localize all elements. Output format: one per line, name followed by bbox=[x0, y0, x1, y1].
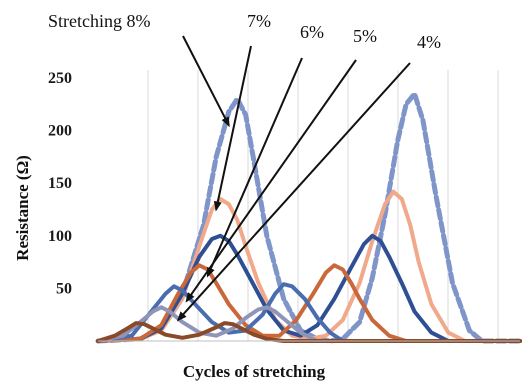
annotation-arrow-3 bbox=[185, 59, 357, 303]
annotation-arrow-0 bbox=[182, 35, 230, 128]
series-line-2 bbox=[96, 233, 522, 343]
series-line-6 bbox=[96, 321, 522, 343]
y-tick-label: 150 bbox=[48, 175, 72, 192]
gridlines bbox=[147, 70, 499, 341]
series-lines bbox=[95, 91, 523, 344]
annotation-label-4: 4% bbox=[417, 32, 441, 52]
x-axis-title: Cycles of stretching bbox=[183, 362, 326, 381]
annotation-label-1: 7% bbox=[247, 11, 271, 31]
y-tick-label: 200 bbox=[48, 123, 72, 140]
series-line-5 bbox=[96, 305, 522, 343]
y-tick-label: 250 bbox=[48, 70, 72, 87]
series-line-3 bbox=[96, 263, 522, 343]
axes: 50 100 150 200 250 bbox=[48, 70, 520, 342]
series-line-1 bbox=[96, 189, 522, 343]
annotations: Stretching 8% 7% 6% 5% 4% bbox=[48, 11, 441, 322]
annotation-label-2: 6% bbox=[300, 22, 324, 42]
y-tick-label: 50 bbox=[56, 280, 72, 297]
y-tick-label: 100 bbox=[48, 228, 72, 245]
annotation-arrow-4 bbox=[176, 62, 411, 322]
annotation-arrow-1 bbox=[213, 45, 252, 212]
y-axis-title: Resistance (Ω) bbox=[13, 155, 32, 261]
annotation-arrow-2 bbox=[206, 57, 303, 278]
annotation-label-0: Stretching 8% bbox=[48, 11, 150, 31]
annotation-label-3: 5% bbox=[353, 26, 377, 46]
